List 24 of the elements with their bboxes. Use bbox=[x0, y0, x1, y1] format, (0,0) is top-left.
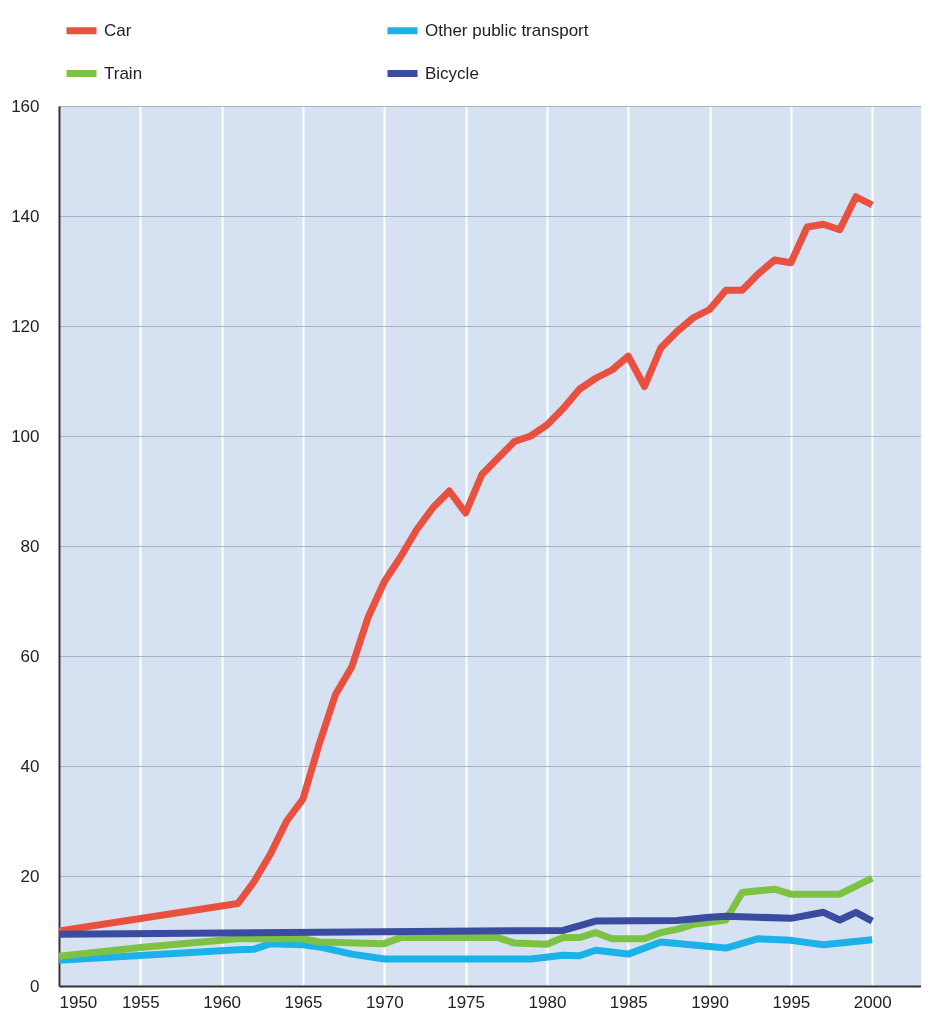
legend-label: Car bbox=[104, 20, 132, 40]
y-tick-label: 100 bbox=[11, 426, 40, 446]
legend-label: Train bbox=[104, 63, 143, 83]
x-tick-label: 1965 bbox=[284, 992, 323, 1012]
x-tick-label: 1995 bbox=[772, 992, 811, 1012]
y-tick-label: 40 bbox=[20, 756, 40, 776]
y-tick-label: 120 bbox=[11, 316, 40, 336]
y-tick-label: 160 bbox=[11, 96, 40, 116]
x-tick-label: 1980 bbox=[528, 992, 567, 1012]
x-tick-label: 1990 bbox=[691, 992, 729, 1012]
y-tick-label: 80 bbox=[20, 536, 40, 556]
x-tick-label: 1970 bbox=[365, 992, 404, 1012]
x-tick-label: 2000 bbox=[853, 992, 892, 1012]
x-tick-label: 1960 bbox=[203, 992, 242, 1012]
x-tick-label: 1975 bbox=[447, 992, 486, 1012]
y-tick-label: 20 bbox=[20, 866, 40, 886]
legend-label: Other public transport bbox=[425, 20, 589, 40]
y-tick-label: 140 bbox=[11, 206, 40, 226]
legend-label: Bicycle bbox=[425, 63, 479, 83]
x-tick-label: 1950 bbox=[59, 992, 98, 1012]
y-tick-label: 0 bbox=[30, 976, 40, 996]
x-tick-label: 1985 bbox=[609, 992, 648, 1012]
x-tick-label: 1955 bbox=[121, 992, 160, 1012]
y-tick-label: 60 bbox=[20, 646, 40, 666]
